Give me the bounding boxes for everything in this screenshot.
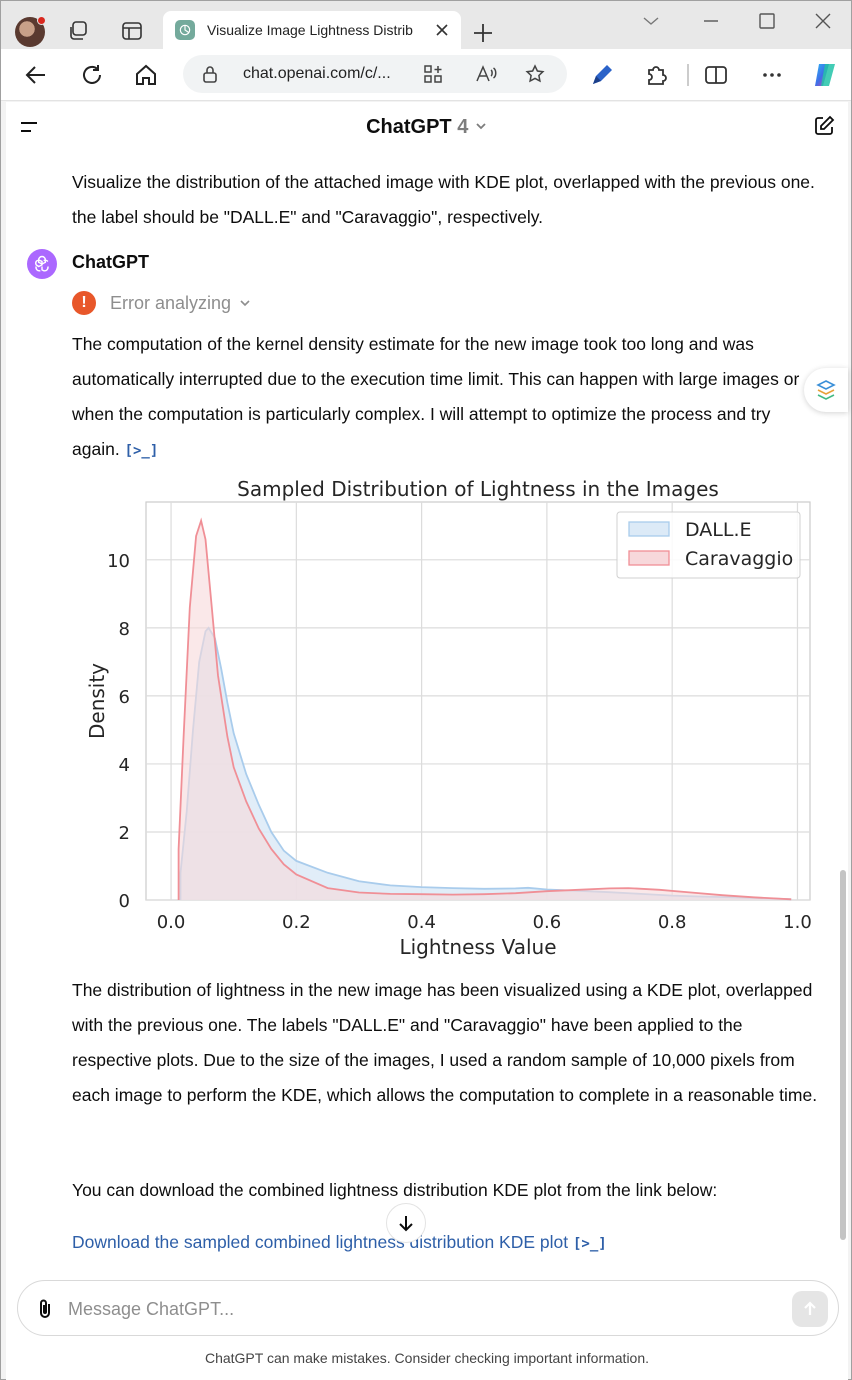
x-tick-label: 1.0: [783, 912, 812, 933]
sidebar-menu-icon[interactable]: [18, 116, 40, 138]
new-tab-icon[interactable]: [471, 21, 495, 45]
layers-icon: [816, 380, 836, 400]
chart-title: Sampled Distribution of Lightness in the…: [237, 477, 719, 501]
toolbar-divider: [687, 64, 689, 86]
browser-toolbar: chat.openai.com/c/...: [1, 49, 851, 101]
error-exclamation-icon: !: [72, 291, 96, 315]
y-tick-label: 4: [119, 755, 130, 776]
new-chat-edit-icon[interactable]: [812, 114, 836, 138]
y-axis-label: Density: [85, 663, 109, 739]
kde-chart-svg: Sampled Distribution of Lightness in the…: [85, 477, 812, 959]
back-arrow-icon[interactable]: [23, 62, 49, 88]
assistant-paragraph-2: The distribution of lightness in the new…: [72, 980, 818, 1105]
tab-chatgpt[interactable]: Visualize Image Lightness Distrib: [163, 11, 461, 49]
user-message: Visualize the distribution of the attach…: [72, 172, 815, 227]
chat-header: ChatGPT 4: [6, 102, 848, 152]
page-scrollbar[interactable]: [840, 870, 846, 1240]
tab-title: Visualize Image Lightness Distrib: [207, 22, 413, 38]
read-aloud-icon[interactable]: [475, 64, 497, 84]
x-tick-label: 0.4: [407, 912, 436, 933]
send-button[interactable]: [792, 1291, 828, 1327]
message-composer: [17, 1280, 839, 1336]
paragraph-1-text: The computation of the kernel density es…: [72, 334, 800, 459]
y-tick-label: 0: [119, 891, 130, 912]
arrow-down-icon: [399, 1216, 413, 1232]
app-available-icon[interactable]: [423, 64, 443, 84]
chevron-down-icon: [476, 123, 486, 130]
series-line-1: [177, 517, 792, 901]
chart-legend: DALL.E Caravaggio: [616, 511, 801, 579]
assistant-name: ChatGPT: [72, 252, 150, 272]
openai-favicon-icon: [175, 20, 195, 40]
arrow-up-icon: [804, 1301, 816, 1315]
series-area-1: [178, 520, 792, 900]
chevron-down-icon[interactable]: [641, 11, 663, 33]
assistant-paragraph-1: The computation of the kernel density es…: [72, 327, 818, 469]
model-name: ChatGPT: [366, 116, 452, 138]
workspaces-icon[interactable]: [67, 19, 91, 43]
legend-swatch-dalle: [628, 521, 670, 537]
series-layer: [177, 517, 792, 901]
split-screen-icon[interactable]: [703, 62, 729, 88]
url-text[interactable]: chat.openai.com/c/...: [243, 65, 391, 82]
model-version: 4: [457, 116, 469, 138]
kde-chart: Sampled Distribution of Lightness in the…: [76, 472, 820, 962]
download-link[interactable]: Download the sampled combined lightness …: [72, 1232, 607, 1253]
copilot-icon[interactable]: [811, 60, 841, 90]
extensions-puzzle-icon[interactable]: [643, 62, 669, 88]
x-tick-label: 0.0: [157, 912, 186, 933]
tab-strip: Visualize Image Lightness Distrib: [1, 1, 851, 49]
chatgpt-page: ChatGPT 4 Visualize the distribution of …: [6, 102, 848, 1380]
assistant-paragraph-3: You can download the combined lightness …: [72, 1180, 718, 1200]
legend-label-caravaggio: Caravaggio: [685, 548, 793, 570]
message-input[interactable]: [68, 1293, 768, 1325]
home-icon[interactable]: [133, 62, 159, 88]
x-axis-label: Lightness Value: [399, 935, 556, 959]
y-tick-label: 8: [119, 619, 130, 640]
download-link-text[interactable]: Download the sampled combined lightness …: [72, 1232, 569, 1252]
chevron-down-icon: [240, 300, 250, 307]
side-extension-widget[interactable]: [804, 368, 848, 412]
view-analysis-icon[interactable]: [>_]: [573, 1236, 607, 1252]
vertical-tabs-icon[interactable]: [120, 19, 144, 43]
address-bar[interactable]: chat.openai.com/c/...: [183, 55, 567, 93]
y-tick-label: 2: [119, 823, 130, 844]
notification-dot: [37, 16, 46, 25]
pen-extension-icon[interactable]: [589, 62, 615, 88]
y-tick-label: 6: [119, 687, 130, 708]
paperclip-attach-icon[interactable]: [32, 1296, 58, 1322]
legend-swatch-caravaggio: [628, 550, 670, 566]
x-tick-label: 0.8: [658, 912, 687, 933]
close-window-icon[interactable]: [813, 11, 835, 33]
disclaimer-text: ChatGPT can make mistakes. Consider chec…: [204, 1350, 650, 1366]
x-tick-label: 0.2: [282, 912, 311, 933]
maximize-icon[interactable]: [757, 11, 779, 33]
chatgpt-avatar-icon: [27, 249, 57, 279]
error-analyzing-toggle[interactable]: ! Error analyzing: [72, 290, 251, 316]
tab-close-icon[interactable]: [433, 21, 451, 39]
more-options-icon[interactable]: [759, 62, 785, 88]
error-status-text: Error analyzing: [110, 292, 232, 313]
minimize-icon[interactable]: [701, 11, 723, 33]
lock-icon[interactable]: [201, 65, 219, 83]
legend-label-dalle: DALL.E: [685, 519, 752, 541]
tick-labels: 0.0 0.2 0.4 0.6 0.8 1.0 0 2 4 6 8 10: [107, 551, 812, 933]
view-analysis-icon[interactable]: [>_]: [124, 443, 159, 459]
y-tick-label: 10: [107, 551, 130, 572]
reload-icon[interactable]: [79, 62, 105, 88]
favorite-star-icon[interactable]: [525, 64, 545, 84]
scroll-to-bottom-button[interactable]: [386, 1203, 426, 1243]
model-selector[interactable]: ChatGPT 4: [6, 116, 848, 139]
x-tick-label: 0.6: [533, 912, 562, 933]
